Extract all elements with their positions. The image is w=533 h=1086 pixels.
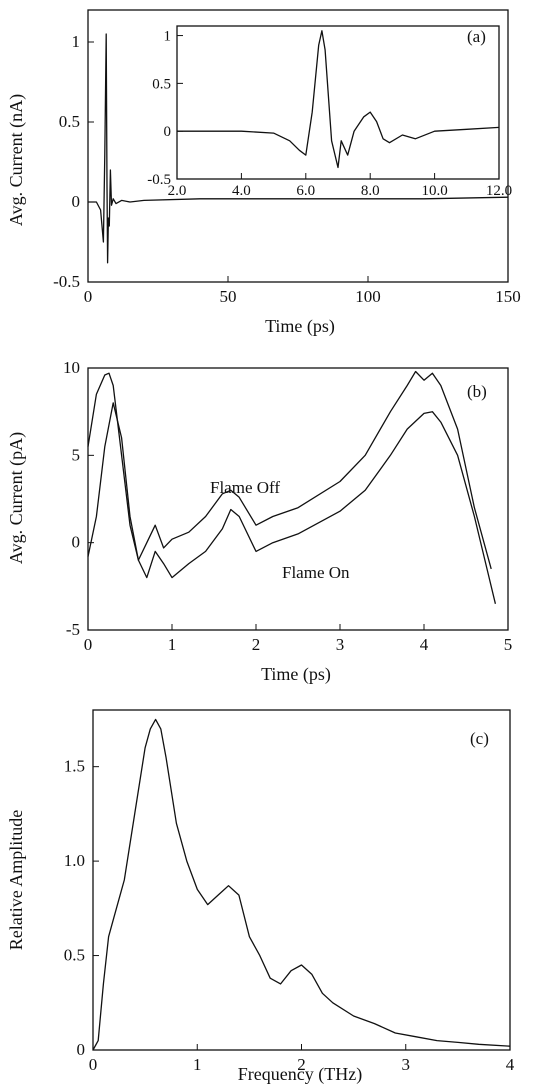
panel-a-xtick-label: 50 (220, 287, 237, 306)
panel-b-series-flame-on (87, 402, 497, 604)
panel-a: 0 50 100 150-0.500.51 (a) Time (ps) Avg. Cu… (6, 9, 521, 337)
panel-a-inset-xtick-label: 4.0 (232, 183, 251, 199)
panel-b-xlabel: Time (ps) (261, 664, 331, 685)
panel-a-inset-xtick-label: 8.0 (361, 183, 380, 199)
panel-a-frame (87, 9, 509, 283)
panel-a-ytick-label: 0 (72, 192, 81, 211)
panel-c-plot: 0 1 2 3 4 0 0.5 1.0 1.5 (64, 718, 515, 1074)
panel-b-series-flame-off (87, 370, 492, 570)
panel-b-xtick-label: 5 (504, 635, 513, 654)
panel-a-xlabel: Time (ps) (265, 316, 335, 337)
panel-a-ylabel: Avg. Current (nA) (6, 94, 27, 226)
annotation-flame-on: Flame On (282, 563, 350, 582)
panel-b-xtick-label: 3 (336, 635, 345, 654)
panel-b-ytick-label: 10 (63, 358, 80, 377)
panel-c-tag: (c) (470, 729, 489, 748)
panel-a-tag: (a) (467, 27, 486, 46)
panel-c-series-signal (92, 718, 511, 1051)
panel-c-xlabel: Frequency (THz) (238, 1064, 362, 1085)
annotation-flame-off: Flame Off (210, 478, 280, 497)
panel-c-ytick-label: 0.5 (64, 946, 85, 965)
panel-b-ytick-label: 0 (72, 533, 81, 552)
panel-a-xtick-label: 0 (84, 287, 93, 306)
panel-b-frame (87, 367, 509, 631)
panel-a-inset-frame (176, 25, 500, 180)
panel-c: 0 1 2 3 4 0 0.5 1.0 1.5 (c) Frequency (THz) Rela… (6, 709, 515, 1085)
panel-c-ytick-label: 0 (77, 1040, 86, 1059)
panel-a-plot: 0 50 100 150-0.500.51 (53, 32, 521, 306)
panel-b-xtick-label: 0 (84, 635, 93, 654)
panel-a-inset-ytick-label: 0 (164, 124, 172, 140)
panel-a-xtick-label: 150 (495, 287, 521, 306)
panel-c-frame (92, 709, 511, 1051)
panel-c-xtick-label: 3 (402, 1055, 411, 1074)
panel-b-ytick-label: 5 (72, 445, 81, 464)
panel-b-ytick-label: -5 (66, 620, 80, 639)
panel-b-xtick-label: 2 (252, 635, 261, 654)
panel-c-xtick-label: 1 (193, 1055, 202, 1074)
panel-a-inset-xtick-label: 10.0 (421, 183, 447, 199)
panel-b-xtick-label: 1 (168, 635, 177, 654)
panel-a-inset-xtick-label: 6.0 (296, 183, 315, 199)
panel-a-ytick-label: -0.5 (53, 272, 80, 291)
panel-c-ytick-label: 1.5 (64, 757, 85, 776)
panel-a-series-signal (88, 33, 509, 264)
panel-a-inset-plot: 2.0 4.0 6.0 8.0 10.0 12.0 -0.5 0 0.5 1 (147, 29, 512, 199)
panel-a-inset-xtick-label: 2.0 (168, 183, 187, 199)
panel-b-xtick-label: 4 (420, 635, 429, 654)
panel-a-inset-ytick-label: 0.5 (152, 76, 171, 92)
panel-c-ytick-label: 1.0 (64, 851, 85, 870)
panel-a-inset-xtick-label: 12.0 (486, 183, 512, 199)
panel-b-tag: (b) (467, 382, 487, 401)
panel-a-inset-ytick-label: -0.5 (147, 172, 171, 188)
panel-a-xtick-label: 100 (355, 287, 381, 306)
panel-a-ytick-label: 0.5 (59, 112, 80, 131)
panel-a-inset-ytick-label: 1 (164, 29, 172, 45)
panel-c-xtick-label: 4 (506, 1055, 515, 1074)
panel-c-xtick-label: 0 (89, 1055, 98, 1074)
panel-a-inset-series-signal (177, 30, 500, 169)
panel-c-xtick-label: 2 (297, 1055, 306, 1074)
panel-c-ylabel: Relative Amplitude (6, 810, 26, 950)
panel-b-ylabel: Avg. Current (pA) (6, 432, 27, 564)
panel-a-ytick-label: 1 (72, 32, 81, 51)
